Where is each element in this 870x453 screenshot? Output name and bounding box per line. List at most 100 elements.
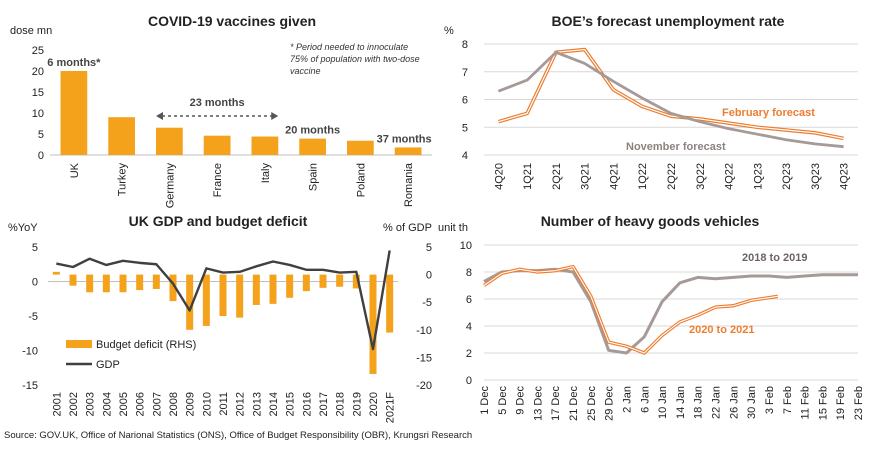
- gdp-x-label: 2021F: [385, 392, 397, 423]
- unemployment-x-label: 2Q21: [551, 163, 563, 190]
- deficit-bar-2005: [119, 274, 127, 293]
- gdp-x-label: 2007: [151, 392, 163, 416]
- vaccines-bar-france: [203, 135, 231, 155]
- gdp-line: [56, 250, 391, 351]
- unemployment-x-label: 1Q21: [522, 163, 534, 190]
- hgv-y-unit: unit th: [438, 222, 468, 234]
- unemployment-x-label: 4Q22: [724, 163, 736, 190]
- gdp-left-tick: -5: [28, 311, 38, 323]
- vaccines-bar-poland: [347, 140, 374, 155]
- november-forecast-label: November forecast: [626, 141, 726, 153]
- unemployment-x-label: 1Q22: [637, 163, 649, 190]
- hgv-x-label: 14 Jan: [675, 386, 687, 419]
- vaccines-y-tick: 20: [32, 66, 44, 78]
- hgv-y-tick: 2: [466, 348, 472, 360]
- hgv-x-label: 25 Dec: [586, 386, 598, 421]
- arrow-head-left-icon: [156, 112, 164, 120]
- gdp-x-label: 2013: [251, 392, 263, 416]
- vaccines-x-label: Italy: [260, 163, 272, 184]
- gdp-x-label: 2008: [168, 392, 180, 416]
- hgv-2018-line: [483, 267, 858, 355]
- vaccines-footnote-3: vaccine: [290, 66, 321, 76]
- gdp-x-label: 2001: [51, 392, 63, 416]
- series-2018-label: 2018 to 2019: [742, 252, 807, 264]
- gdp-x-label: 2005: [118, 392, 130, 416]
- gdp-right-tick: -10: [416, 325, 432, 337]
- gdp-x-label: 2004: [101, 392, 113, 416]
- vaccines-bar-romania: [394, 147, 422, 155]
- gdp-legend: Budget deficit (RHS) GDP: [66, 339, 196, 371]
- gdp-x-label: 2020: [368, 392, 380, 416]
- vaccines-annotation: 37 months: [377, 133, 432, 145]
- unemployment-x-label: 4Q20: [493, 163, 505, 190]
- gdp-x-label: 2019: [351, 392, 363, 416]
- unemployment-y-tick: 6: [462, 95, 468, 107]
- gdp-left-tick: 5: [32, 242, 38, 254]
- vaccines-y-tick: 0: [38, 150, 44, 162]
- deficit-bar-2016: [302, 274, 310, 292]
- unemployment-x-label: 4Q21: [608, 163, 620, 190]
- vaccines-bar-germany: [156, 127, 183, 155]
- deficit-bar-2014: [269, 274, 277, 304]
- source-note: Source: GOV.UK, Office of Narional Stati…: [4, 430, 473, 441]
- deficit-bar-2004: [102, 274, 110, 293]
- legend-swatch-deficit: [66, 340, 92, 348]
- unemployment-chart: BOE’s forecast unemployment rate % 4 5 6 7 8…: [444, 13, 858, 190]
- hgv-x-label: 3 Feb: [764, 386, 776, 414]
- deficit-bar-2017: [319, 274, 327, 288]
- hgv-x-label: 30 Jan: [746, 386, 758, 419]
- deficit-bar-2002: [69, 274, 77, 286]
- gdp-right-tick: 5: [426, 242, 432, 254]
- unemployment-y-unit: %: [444, 25, 454, 37]
- hgv-x-label: 10 Jan: [657, 386, 669, 419]
- vaccines-x-label: Poland: [355, 163, 367, 197]
- deficit-bar-2018: [336, 274, 344, 287]
- hgv-x-label: 11 Feb: [800, 386, 812, 419]
- vaccines-bar-turkey: [108, 117, 135, 155]
- gdp-x-label: 2015: [285, 392, 297, 416]
- hgv-y-tick: 10: [460, 240, 472, 252]
- legend-label-gdp: GDP: [96, 359, 120, 371]
- hgv-x-label: 13 Dec: [532, 386, 544, 421]
- gdp-right-unit: % of GDP: [383, 222, 432, 234]
- vaccines-x-label: UK: [69, 162, 81, 178]
- deficit-bar-2010: [202, 274, 210, 326]
- gdp-x-label: 2016: [301, 392, 313, 416]
- series-2020-label: 2020 to 2021: [689, 324, 754, 336]
- hgv-y-tick: 6: [466, 294, 472, 306]
- hgv-x-label: 2 Jan: [621, 386, 633, 413]
- hgv-y-tick: 4: [466, 321, 472, 333]
- legend-label-deficit: Budget deficit (RHS): [96, 339, 196, 351]
- gdp-right-tick: -5: [422, 297, 432, 309]
- unemployment-x-label: 3Q21: [580, 163, 592, 190]
- gdp-deficit-chart: UK GDP and budget deficit %YoY % of GDP …: [8, 213, 432, 423]
- vaccines-x-label: France: [212, 163, 224, 197]
- gdp-x-label: 2018: [335, 392, 347, 416]
- february-forecast-line: [497, 47, 844, 141]
- hgv-x-label: 26 Jan: [728, 386, 740, 419]
- deficit-bar-2021F: [386, 274, 394, 333]
- hgv-x-label: 17 Dec: [550, 386, 562, 421]
- gdp-x-label: 2012: [235, 392, 247, 416]
- hgv-y-tick: 8: [466, 267, 472, 279]
- deficit-bar-2007: [152, 274, 160, 289]
- unemployment-x-label: 3Q22: [695, 163, 707, 190]
- unemployment-x-label: 4Q23: [839, 163, 851, 190]
- unemployment-x-label: 2Q22: [666, 163, 678, 190]
- hgv-y-tick: 0: [466, 375, 472, 387]
- hgv-x-label: 18 Jan: [693, 386, 705, 419]
- gdp-x-label: 2010: [201, 392, 213, 416]
- hgv-2020-line-inner: [483, 266, 778, 354]
- hgv-x-label: 5 Dec: [497, 386, 509, 415]
- vaccines-bar-uk: [60, 71, 88, 155]
- hgv-2020-line: [483, 264, 779, 355]
- gdp-left-tick: -10: [22, 346, 38, 358]
- vaccines-y-tick: 15: [32, 87, 44, 99]
- vaccines-y-unit: dose mn: [10, 25, 52, 37]
- vaccines-footnote-1: * Period needed to innoculate: [290, 42, 408, 52]
- deficit-bar-2003: [86, 274, 94, 293]
- unemployment-y-tick: 8: [462, 39, 468, 51]
- hgv-x-label: 22 Jan: [711, 386, 723, 419]
- hgv-chart-title: Number of heavy goods vehicles: [541, 213, 760, 229]
